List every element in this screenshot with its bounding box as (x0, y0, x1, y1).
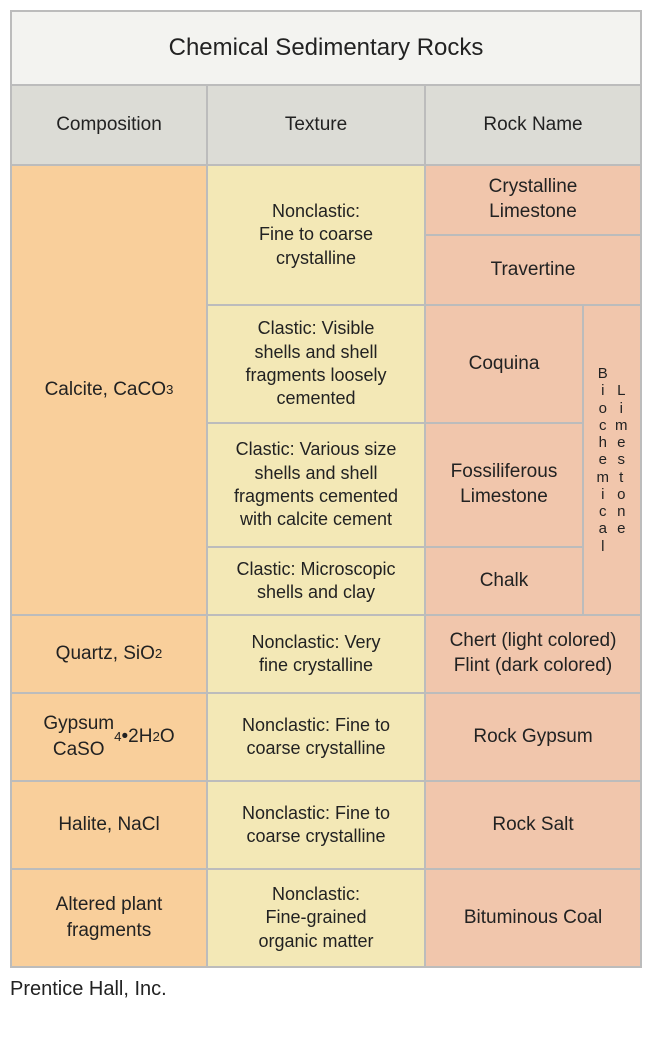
rock-salt: Rock Salt (426, 782, 640, 868)
comp-gypsum: GypsumCaSO4•2H2O (12, 694, 208, 780)
rock-travertine: Travertine (426, 236, 640, 304)
row-halite: Halite, NaCl Nonclastic: Fine tocoarse c… (12, 782, 640, 870)
rock-chert-flint: Chert (light colored)Flint (dark colored… (426, 616, 640, 692)
row-calcite: Calcite, CaCO3 Nonclastic:Fine to coarse… (12, 166, 640, 616)
tex-quartz: Nonclastic: Veryfine crystalline (208, 616, 426, 692)
header-composition: Composition (12, 86, 208, 164)
calcite-sub1: Nonclastic:Fine to coarsecrystalline Cry… (208, 166, 640, 306)
biochemical-left: Clastic: Visibleshells and shellfragment… (208, 306, 584, 614)
comp-quartz: Quartz, SiO2 (12, 616, 208, 692)
credit-text: Prentice Hall, Inc. (10, 968, 653, 1001)
comp-plant: Altered plantfragments (12, 870, 208, 966)
rock-chalk: Chalk (426, 548, 584, 614)
tex-clastic-various: Clastic: Various sizeshells and shellfra… (208, 424, 426, 546)
comp-calcite: Calcite, CaCO3 (12, 166, 208, 614)
vword-limestone: Limestone (615, 382, 628, 537)
biochemical-group: Clastic: Visibleshells and shellfragment… (208, 306, 640, 614)
row-quartz: Quartz, SiO2 Nonclastic: Veryfine crysta… (12, 616, 640, 694)
rock-split-limestone: CrystallineLimestone Travertine (426, 166, 640, 304)
row-gypsum: GypsumCaSO4•2H2O Nonclastic: Fine tocoar… (12, 694, 640, 782)
rocks-table: Chemical Sedimentary Rocks Composition T… (10, 10, 642, 968)
tex-clastic-microscopic: Clastic: Microscopicshells and clay (208, 548, 426, 614)
row-plant: Altered plantfragments Nonclastic:Fine-g… (12, 870, 640, 966)
rock-gypsum: Rock Gypsum (426, 694, 640, 780)
rock-bituminous-coal: Bituminous Coal (426, 870, 640, 966)
header-texture: Texture (208, 86, 426, 164)
comp-halite: Halite, NaCl (12, 782, 208, 868)
table-title: Chemical Sedimentary Rocks (12, 12, 640, 86)
tex-plant: Nonclastic:Fine-grainedorganic matter (208, 870, 426, 966)
tex-nonclastic-crystalline: Nonclastic:Fine to coarsecrystalline (208, 166, 426, 304)
vword-biochemical: Biochemical (597, 365, 610, 555)
calcite-sub4: Clastic: Microscopicshells and clay Chal… (208, 548, 584, 614)
header-row: Composition Texture Rock Name (12, 86, 640, 166)
tex-gypsum: Nonclastic: Fine tocoarse crystalline (208, 694, 426, 780)
rock-coquina: Coquina (426, 306, 584, 422)
biochemical-limestone-label: Biochemical Limestone (584, 306, 640, 614)
header-rockname: Rock Name (426, 86, 640, 164)
rock-fossiliferous: FossiliferousLimestone (426, 424, 584, 546)
calcite-sub2: Clastic: Visibleshells and shellfragment… (208, 306, 584, 424)
tex-clastic-visible: Clastic: Visibleshells and shellfragment… (208, 306, 426, 422)
tex-halite: Nonclastic: Fine tocoarse crystalline (208, 782, 426, 868)
calcite-sub3: Clastic: Various sizeshells and shellfra… (208, 424, 584, 548)
calcite-right: Nonclastic:Fine to coarsecrystalline Cry… (208, 166, 640, 614)
rock-crystalline-limestone: CrystallineLimestone (426, 166, 640, 236)
